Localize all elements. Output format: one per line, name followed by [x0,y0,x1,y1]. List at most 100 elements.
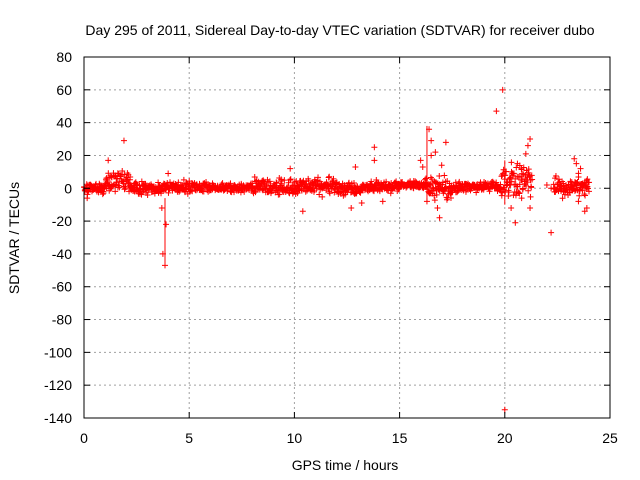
data-point [155,179,162,186]
data-point-outlier [417,157,424,164]
data-point [227,180,234,187]
data-point [583,184,590,191]
data-point [319,193,326,200]
data-point [431,197,438,204]
data-point [508,159,515,166]
data-point [497,181,504,188]
y-tick-label: -140 [44,410,72,426]
y-tick-label: -120 [44,377,72,393]
data-point-outlier [575,198,582,205]
data-point [566,189,573,196]
data-point [350,179,357,186]
data-point-outlier [423,198,430,205]
data-point [103,174,110,181]
data-point-outlier [527,204,534,211]
data-point-outlier [514,160,521,167]
data-point [436,173,443,180]
data-point [291,178,298,185]
data-point [581,191,588,198]
data-point [342,191,349,198]
data-point-outlier [493,108,500,115]
data-point [552,173,559,180]
data-point-outlier [371,144,378,151]
data-point-outlier [508,204,515,211]
data-point [119,167,126,174]
data-point-outlier [379,198,386,205]
data-point-outlier [358,200,365,207]
data-point [241,188,248,195]
data-point-outlier [371,157,378,164]
data-point [251,174,258,181]
data-point [505,189,512,196]
data-point [439,181,446,188]
data-point-outlier [524,142,531,149]
data-point-outlier [583,204,590,211]
data-point [368,178,375,185]
axis-ticks: 0 5 10 15 20 25 -140 -120 -100 -80 -60 -40 -20 0 20 40 6… [44,49,618,446]
data-point [515,189,522,196]
data-point [189,188,196,195]
data-point-outlier [512,219,519,226]
x-tick-label: 15 [392,430,408,446]
data-point [505,193,512,200]
data-point [104,179,111,186]
y-tick-label: -40 [52,246,72,262]
data-point [144,191,151,198]
data-point-outlier [438,162,445,169]
data-point [441,172,448,179]
data-point [529,176,536,183]
x-tick-label: 5 [185,430,193,446]
data-point [582,192,589,199]
data-point [584,185,591,192]
data-point-outlier [571,155,578,162]
data-point [516,190,523,197]
data-point [180,176,187,183]
data-point [559,195,566,202]
y-tick-label: -20 [52,213,72,229]
data-point-outlier [158,204,165,211]
data-point [315,174,322,181]
data-point [433,191,440,198]
data-point [175,179,182,186]
data-point-outlier [436,214,443,221]
data-point-outlier [120,137,127,144]
data-point [325,174,332,181]
data-point [116,184,123,191]
data-point [316,191,323,198]
grid-lines [84,57,610,418]
data-point [383,178,390,185]
data-point [525,187,532,194]
data-point [263,183,270,190]
data-point [231,189,238,196]
data-point [395,186,402,193]
plot-frame [83,56,611,419]
data-point-outlier [581,208,588,215]
data-point [520,164,527,171]
data-point [427,181,434,188]
data-point [512,192,519,199]
data-point [278,180,285,187]
data-point-outlier [162,262,169,269]
data-point [158,190,165,197]
data-point-outlier [522,150,529,157]
data-point [473,189,480,196]
data-point [387,190,394,197]
data-point [555,176,562,183]
data-point-outlier [84,195,91,202]
data-point-outlier [518,195,525,202]
chart-title: Day 295 of 2011, Sidereal Day-to-day VTE… [85,22,594,38]
data-point [426,182,433,189]
x-tick-label: 0 [80,430,88,446]
data-point [300,177,307,184]
data-point [447,195,454,202]
data-point-outlier [527,136,534,143]
data-point [281,177,288,184]
data-point [422,175,429,182]
data-point-outlier [548,229,555,236]
x-axis-label: GPS time / hours [292,457,399,473]
data-point [287,177,294,184]
data-point-outlier [163,221,170,228]
data-point [266,178,273,185]
data-point [305,177,312,184]
